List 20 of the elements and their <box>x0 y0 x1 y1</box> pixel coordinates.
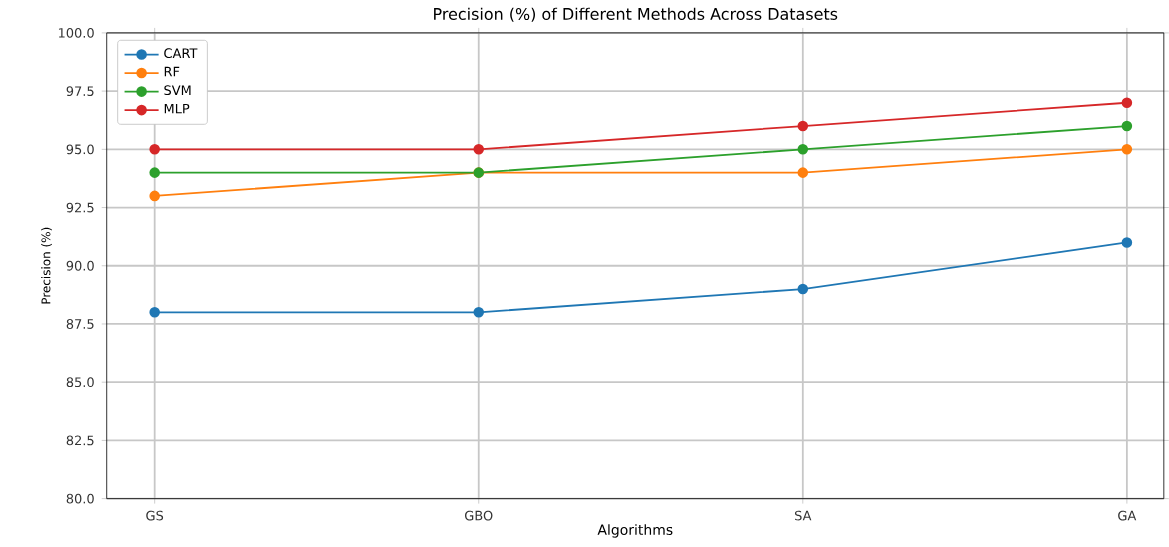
legend-label: SVM <box>164 85 191 95</box>
chart-title: Precision (%) of Different Methods Across Datasets <box>434 7 838 22</box>
x-axis-title: Algorithms <box>597 523 673 538</box>
x-tick-label: SA <box>794 510 812 521</box>
y-tick-label: 80.0 <box>66 493 94 504</box>
legend-label: CART <box>164 48 198 58</box>
y-tick-label: 100.0 <box>58 27 94 38</box>
y-axis-title: Precision (%) <box>41 227 52 304</box>
y-tick-label: 82.5 <box>66 435 94 446</box>
legend-label: RF <box>164 66 180 77</box>
y-tick-label: 95.0 <box>66 144 94 154</box>
y-tick-label: 90.0 <box>66 260 94 271</box>
x-tick-label: GBO <box>465 510 493 521</box>
y-tick-label: 87.5 <box>66 318 94 329</box>
y-tick-label: 85.0 <box>66 377 94 387</box>
legend-label: MLP <box>164 103 190 114</box>
y-tick-label: 92.5 <box>66 202 94 213</box>
y-tick-label: 97.5 <box>66 85 94 96</box>
x-tick-label: GA <box>1118 510 1137 521</box>
x-tick-label: GS <box>146 510 164 521</box>
